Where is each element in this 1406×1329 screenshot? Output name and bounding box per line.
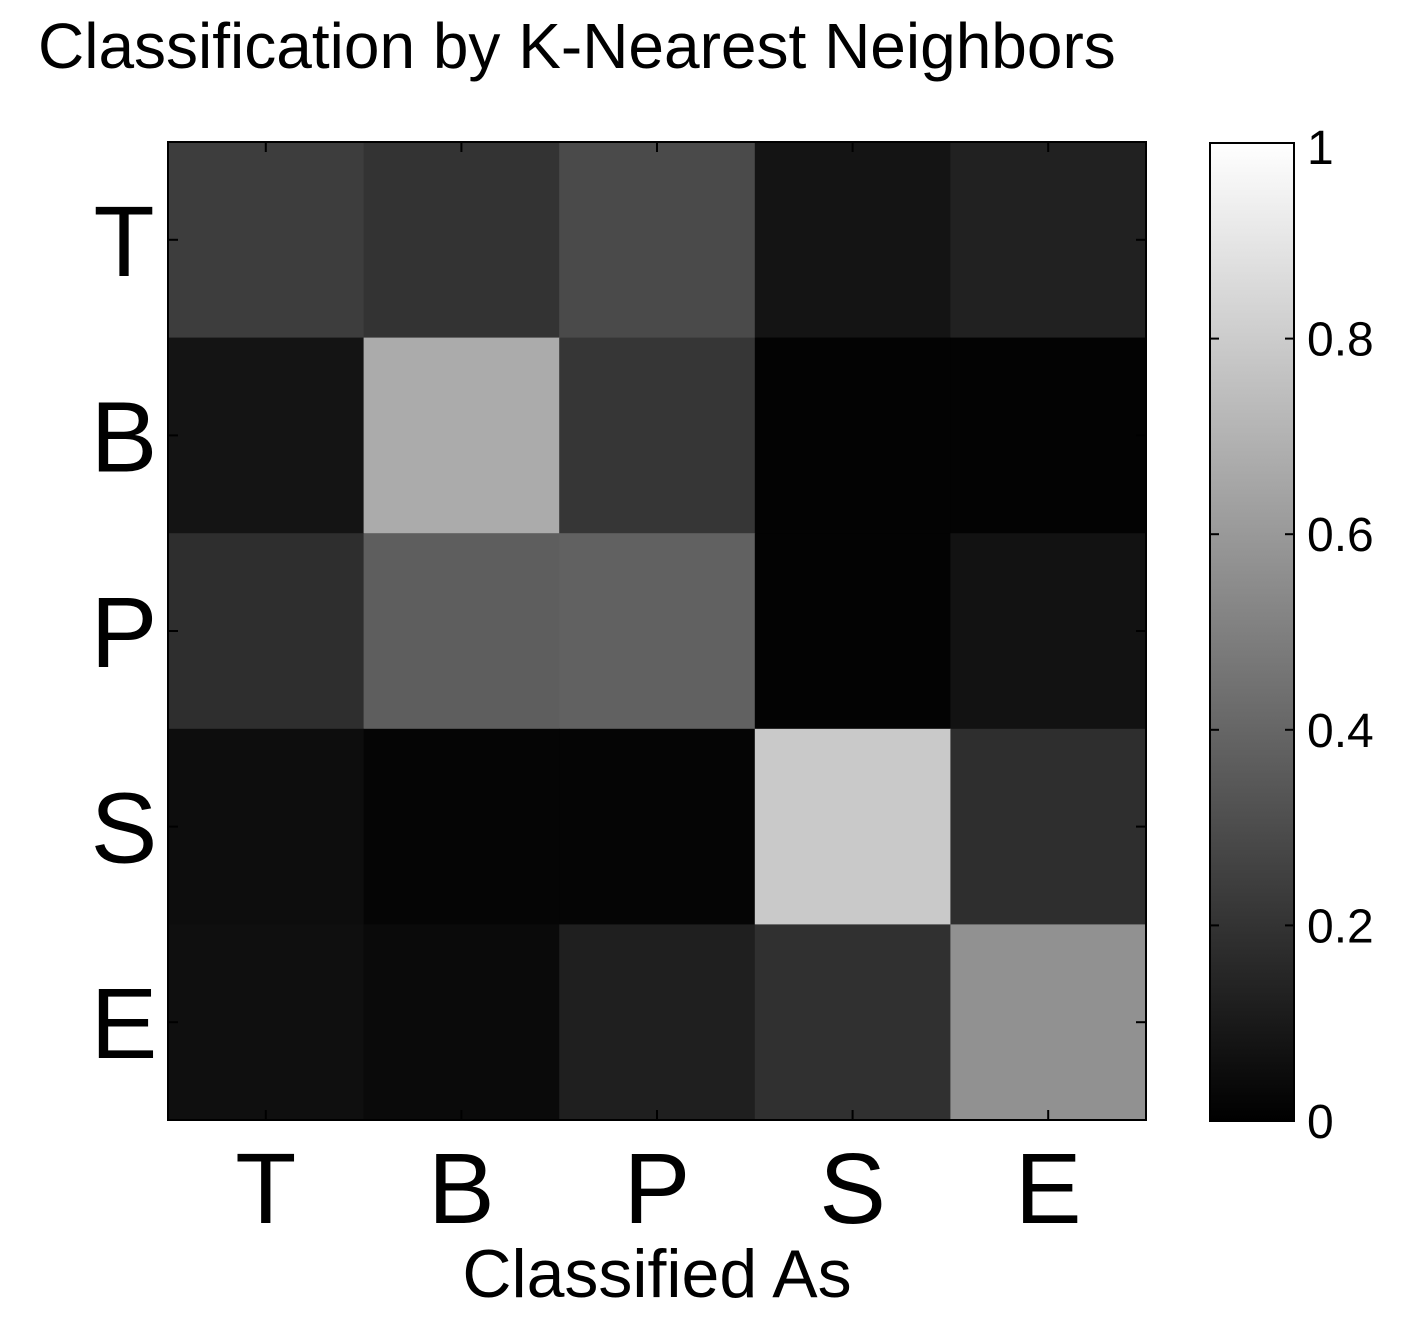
heatmap-cell xyxy=(559,142,756,339)
heatmap-cell xyxy=(754,533,951,730)
chart-title: Classification by K-Nearest Neighbors xyxy=(38,10,1116,82)
heatmap-cell xyxy=(168,142,365,339)
colorbar-tick-label: 0 xyxy=(1307,1096,1334,1149)
colorbar-tick-label: 0.8 xyxy=(1307,314,1374,367)
heatmap-cells xyxy=(168,142,1147,1121)
heatmap-cell xyxy=(168,337,365,534)
heatmap-cell xyxy=(950,924,1147,1121)
colorbar xyxy=(1209,142,1295,1122)
heatmap-cell xyxy=(754,728,951,925)
heatmap-cell xyxy=(950,142,1147,339)
heatmap-cell xyxy=(363,728,560,925)
heatmap-cell xyxy=(950,728,1147,925)
colorbar-tick-label: 0.4 xyxy=(1307,705,1374,758)
heatmap-cell xyxy=(363,337,560,534)
heatmap-cell xyxy=(559,728,756,925)
plot-ticks xyxy=(168,142,1146,1120)
heatmap-cell xyxy=(754,337,951,534)
row-label: T xyxy=(93,186,154,298)
heatmap-cell xyxy=(168,728,365,925)
column-label: T xyxy=(235,1133,296,1245)
row-label: B xyxy=(91,381,158,493)
row-label: P xyxy=(91,577,158,689)
colorbar-tick-label: 0.2 xyxy=(1307,900,1374,953)
heatmap-cell xyxy=(559,924,756,1121)
heatmap-cell xyxy=(559,533,756,730)
column-label: S xyxy=(819,1133,886,1245)
colorbar-ticks: 0 0.2 0.4 0.6 0.8 1 xyxy=(1210,122,1374,1149)
column-label: B xyxy=(428,1133,495,1245)
column-label: E xyxy=(1015,1133,1082,1245)
heatmap-cell xyxy=(754,142,951,339)
heatmap-cell xyxy=(559,337,756,534)
heatmap-cell xyxy=(363,142,560,339)
heatmap-cell xyxy=(168,533,365,730)
heatmap-cell xyxy=(363,924,560,1121)
x-axis-label: Classified As xyxy=(462,1236,851,1312)
column-label: P xyxy=(624,1133,691,1245)
row-label: S xyxy=(91,773,158,885)
heatmap-cell xyxy=(754,924,951,1121)
heatmap-cell xyxy=(950,337,1147,534)
row-label: E xyxy=(91,968,158,1080)
colorbar-tick-label: 0.6 xyxy=(1307,509,1374,562)
heatmap-cell xyxy=(363,533,560,730)
colorbar-tick-label: 1 xyxy=(1307,122,1334,175)
heatmap-cell xyxy=(950,533,1147,730)
heatmap-cell xyxy=(168,924,365,1121)
